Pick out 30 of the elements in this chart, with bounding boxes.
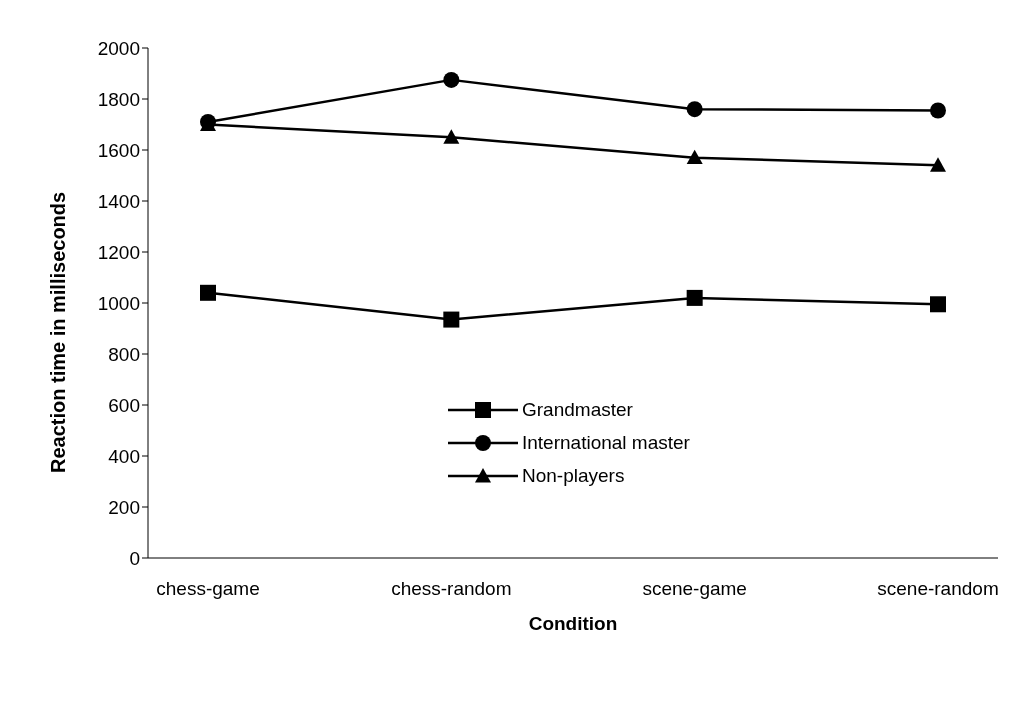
y-tick-label: 1200 [97, 241, 140, 263]
y-tick-label: 1400 [97, 190, 140, 212]
y-tick-label: 800 [108, 343, 140, 365]
x-axis-title: Condition [528, 613, 618, 634]
y-tick-label: 1600 [97, 139, 140, 161]
y-tick-label: 2000 [97, 37, 140, 59]
point [443, 71, 460, 88]
point [200, 284, 216, 301]
x-tick-label: chess-game [156, 578, 260, 600]
point [443, 129, 460, 144]
point [686, 101, 703, 118]
legend-label: Non-players [522, 464, 625, 487]
legend-label: International master [522, 431, 690, 454]
legend-label: Grandmaster [522, 398, 633, 421]
point [686, 149, 703, 165]
y-tick-label: 0 [129, 547, 140, 569]
point [443, 311, 460, 328]
y-tick-label: 1000 [97, 292, 140, 314]
y-tick-label: 1800 [97, 88, 140, 110]
y-tick-label: 200 [108, 496, 140, 518]
point [930, 102, 946, 119]
point [930, 296, 946, 313]
y-tick-label: 400 [108, 445, 140, 467]
x-tick-label: scene-random [877, 578, 999, 600]
point [686, 289, 703, 306]
x-tick-label: scene-game [642, 578, 747, 600]
point [930, 157, 946, 172]
y-axis-title: Reaction time in milliseconds [47, 191, 70, 473]
x-tick-label: chess-random [391, 578, 512, 600]
y-tick-label: 600 [108, 394, 140, 416]
